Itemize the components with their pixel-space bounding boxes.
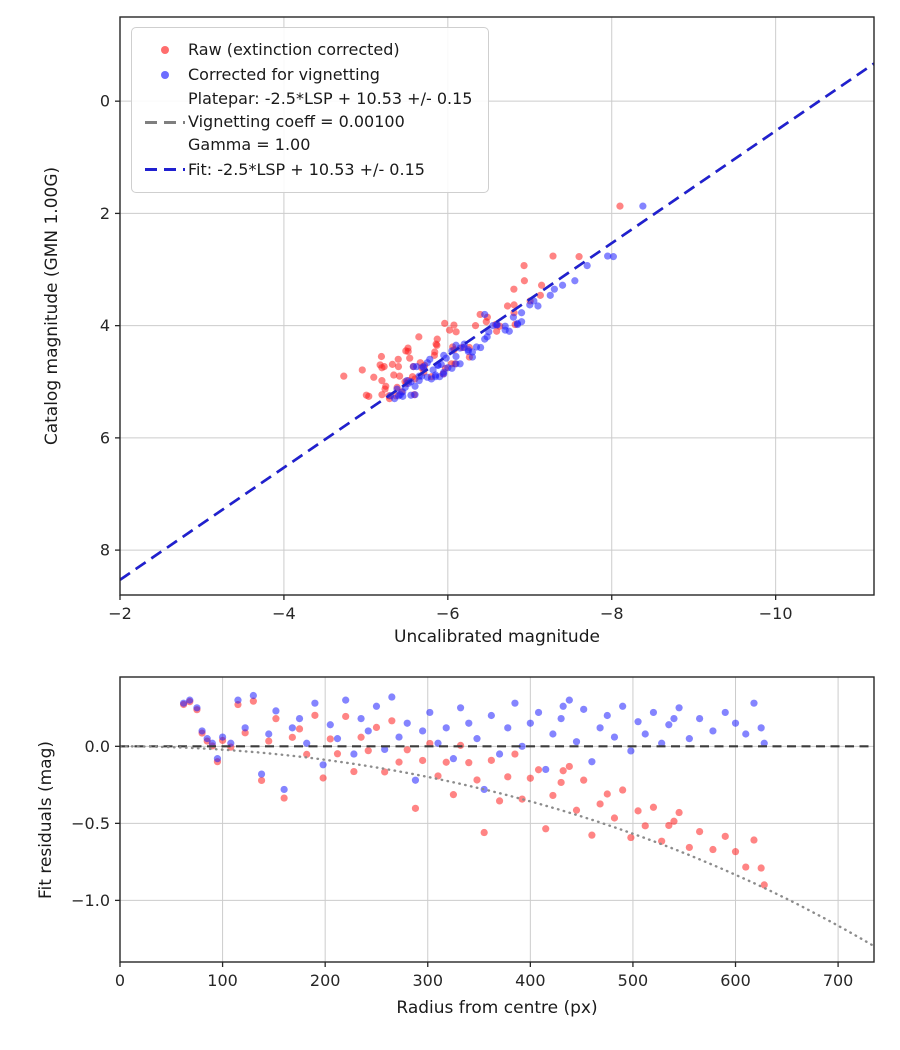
svg-text:0.0: 0.0 (85, 737, 110, 756)
svg-text:−8: −8 (600, 604, 624, 623)
svg-text:400: 400 (515, 971, 546, 990)
legend-entry-corrected: Corrected for vignetting (142, 64, 472, 87)
svg-text:700: 700 (823, 971, 854, 990)
legend-label-corrected: Corrected for vignetting (188, 64, 380, 84)
svg-text:−1.0: −1.0 (71, 891, 110, 910)
legend-label-fit: Fit: -2.5*LSP + 10.53 +/- 0.15 (188, 159, 425, 179)
svg-text:100: 100 (207, 971, 238, 990)
svg-text:2: 2 (100, 204, 110, 223)
legend: Raw (extinction corrected) Corrected for… (131, 27, 490, 194)
raw-marker-icon (161, 46, 169, 55)
platepar-dashed-line-icon (145, 121, 185, 125)
svg-text:600: 600 (720, 971, 751, 990)
svg-text:500: 500 (618, 971, 649, 990)
svg-text:4: 4 (100, 316, 110, 335)
svg-text:−6: −6 (436, 604, 460, 623)
corrected-marker-icon (161, 71, 169, 80)
svg-text:300: 300 (412, 971, 443, 990)
legend-label-raw: Raw (extinction corrected) (188, 40, 400, 59)
svg-text:0: 0 (115, 971, 125, 990)
legend-entry-platepar: Platepar: -2.5*LSP + 10.53 +/- 0.15 Vign… (142, 88, 472, 156)
svg-text:−2: −2 (108, 604, 132, 623)
bottom-yaxis-label: Fit residuals (mag) (36, 741, 56, 899)
bottom-xaxis-label: Radius from centre (px) (396, 998, 598, 1018)
top-xaxis-label: Uncalibrated magnitude (394, 627, 600, 647)
svg-text:−0.5: −0.5 (71, 814, 110, 833)
legend-label-platepar: Platepar: -2.5*LSP + 10.53 +/- 0.15 Vign… (188, 89, 473, 154)
legend-entry-fit: Fit: -2.5*LSP + 10.53 +/- 0.15 (142, 159, 472, 182)
svg-text:6: 6 (100, 428, 110, 447)
top-yaxis-label: Catalog magnitude (GMN 1.00G) (42, 166, 62, 446)
svg-text:200: 200 (310, 971, 341, 990)
svg-text:8: 8 (100, 541, 110, 560)
svg-text:−10: −10 (759, 604, 793, 623)
svg-text:−4: −4 (272, 604, 296, 623)
legend-entry-raw: Raw (extinction corrected) (142, 39, 472, 62)
fit-dashed-line-icon (145, 168, 185, 172)
svg-text:0: 0 (100, 92, 110, 111)
